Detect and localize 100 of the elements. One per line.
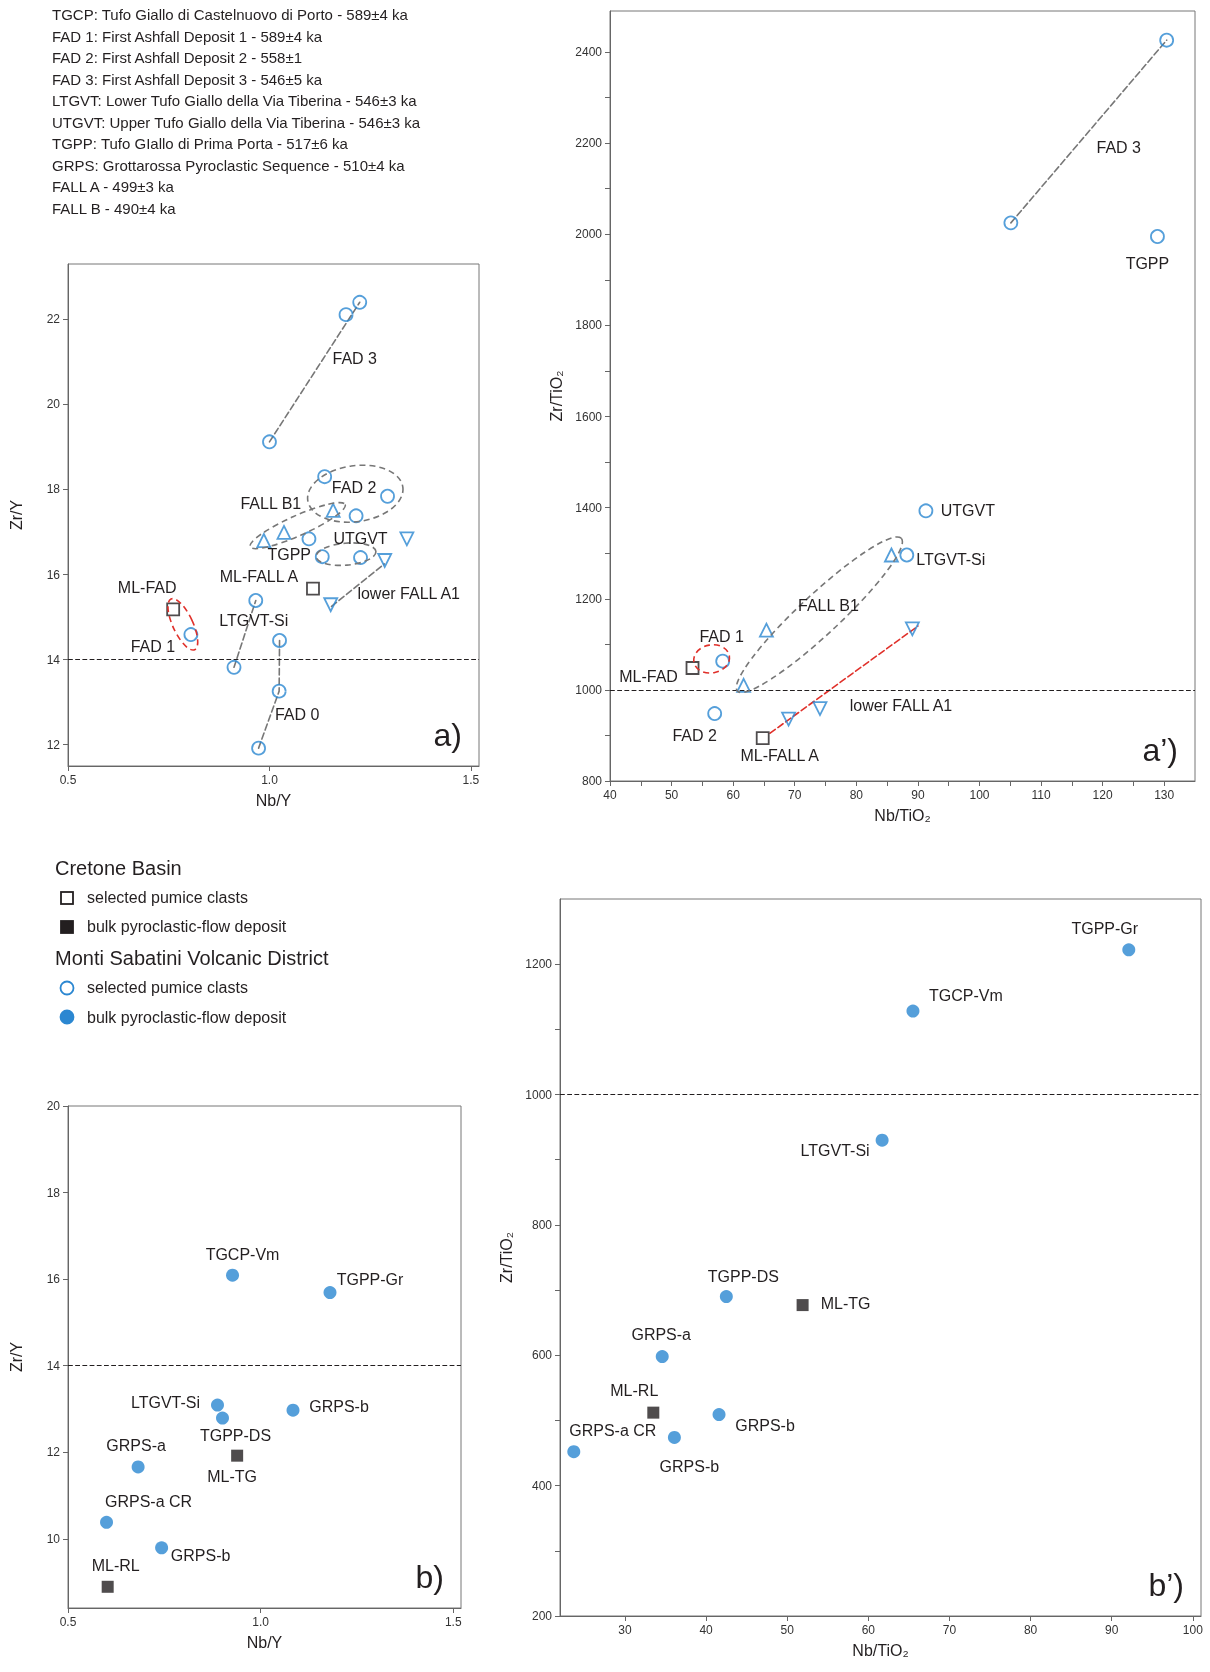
annotation: TGPP-Gr bbox=[336, 1270, 404, 1288]
text: a) bbox=[433, 717, 462, 753]
annotation: LTGVT-Si bbox=[219, 611, 289, 629]
y-axis-title: Zr/Y bbox=[7, 1341, 25, 1373]
annotation: GRPS-a bbox=[106, 1436, 166, 1454]
text: a’) bbox=[1142, 732, 1178, 768]
y-tick-label: 400 bbox=[531, 1478, 553, 1493]
point bbox=[715, 653, 731, 669]
point bbox=[736, 677, 752, 693]
x-tick-label: 100 bbox=[1182, 1623, 1204, 1637]
point bbox=[226, 1268, 240, 1282]
point bbox=[1122, 943, 1136, 957]
point bbox=[667, 1430, 681, 1444]
point bbox=[325, 502, 341, 518]
annotation: GRPS-b bbox=[170, 1546, 231, 1564]
y-tick-label: 12 bbox=[46, 1445, 61, 1460]
annotation: GRPS-b bbox=[309, 1398, 369, 1416]
text: FAD 3: First Ashfall Deposit 3 - 546±5 ka bbox=[52, 69, 323, 90]
annotation: lower FALL A1 bbox=[849, 696, 953, 714]
point bbox=[781, 711, 796, 727]
y-tick-label: 10 bbox=[46, 1531, 61, 1546]
y-tick-label: 1000 bbox=[575, 682, 603, 697]
point bbox=[338, 307, 354, 323]
x-tick-label: 1.0 bbox=[252, 1615, 270, 1629]
y-axis-title: Zr/Y bbox=[7, 499, 25, 531]
x-tick-label: 0.5 bbox=[59, 1615, 77, 1629]
y-tick-label: 200 bbox=[531, 1609, 553, 1623]
point bbox=[262, 434, 277, 450]
point bbox=[904, 621, 920, 637]
point bbox=[380, 488, 395, 504]
point bbox=[567, 1445, 581, 1459]
annotation: FAD 3 bbox=[1096, 138, 1141, 156]
annotation: ML-FALL A bbox=[740, 747, 819, 765]
point bbox=[256, 533, 272, 548]
x-tick-label: 130 bbox=[1154, 788, 1175, 802]
annotation: GRPS-b bbox=[659, 1458, 720, 1476]
point bbox=[655, 1350, 669, 1364]
point bbox=[216, 1411, 229, 1425]
annotation: FAD 2 bbox=[672, 726, 717, 744]
point bbox=[348, 508, 364, 524]
annotation: ML-RL bbox=[91, 1556, 140, 1574]
y-tick-label: 2200 bbox=[575, 136, 603, 151]
annotation: GRPS-a bbox=[631, 1325, 692, 1343]
annotation: FAD 1 bbox=[130, 637, 176, 655]
point bbox=[1003, 215, 1019, 231]
x-tick-label: 110 bbox=[1031, 788, 1051, 802]
y-tick-label: 1600 bbox=[575, 409, 603, 424]
y-tick-label: 20 bbox=[46, 1099, 61, 1113]
point bbox=[899, 547, 915, 563]
annotation: GRPS-a CR bbox=[569, 1421, 657, 1439]
y-tick-label: 1400 bbox=[575, 500, 603, 515]
point bbox=[314, 549, 330, 565]
text: UTGVT: Upper Tufo Giallo della Via Tiberina - 546±3 ka bbox=[52, 112, 421, 133]
point bbox=[131, 1460, 145, 1474]
x-tick-label: 1.5 bbox=[462, 773, 480, 787]
text: FAD 1: First Ashfall Deposit 1 - 589±4 ka bbox=[52, 26, 323, 47]
point bbox=[248, 593, 264, 608]
point bbox=[226, 659, 242, 675]
annotation: UTGVT bbox=[333, 529, 388, 547]
point bbox=[755, 731, 770, 746]
x-tick-label: 0.5 bbox=[59, 773, 77, 787]
y-tick-label: 16 bbox=[46, 567, 61, 582]
annotation: FALL B1 bbox=[240, 494, 302, 512]
x-tick-label: 50 bbox=[780, 1623, 795, 1637]
text: FALL A - 499±3 ka bbox=[52, 177, 175, 197]
x-tick-label: 90 bbox=[911, 788, 925, 802]
x-axis-title: Nb/TiO₂ bbox=[852, 1641, 909, 1659]
point bbox=[251, 740, 266, 756]
point bbox=[647, 1406, 660, 1419]
point bbox=[323, 597, 339, 613]
point bbox=[875, 1133, 889, 1147]
y-tick-label: 1800 bbox=[575, 318, 603, 333]
annotation: ML-FAD bbox=[117, 579, 177, 597]
point bbox=[352, 294, 368, 310]
point bbox=[719, 1290, 733, 1304]
point bbox=[399, 531, 415, 547]
annotation: ML-FALL A bbox=[219, 567, 299, 585]
x-tick-label: 30 bbox=[618, 1623, 632, 1637]
text: b) bbox=[415, 1559, 444, 1595]
y-tick-label: 22 bbox=[46, 312, 61, 327]
point bbox=[712, 1408, 726, 1422]
text: selected pumice clasts bbox=[87, 889, 248, 906]
annotation: FAD 1 bbox=[699, 628, 744, 646]
x-axis-title: Nb/Y bbox=[255, 791, 292, 809]
annotation: FAD 3 bbox=[332, 350, 377, 368]
x-tick-label: 1.5 bbox=[444, 1615, 462, 1629]
point bbox=[166, 602, 181, 617]
y-tick-label: 800 bbox=[531, 1217, 553, 1232]
x-axis-title: Nb/TiO₂ bbox=[874, 806, 931, 824]
point bbox=[323, 1286, 337, 1300]
y-tick-label: 600 bbox=[531, 1348, 553, 1363]
annotation: lower FALL A1 bbox=[357, 584, 460, 602]
point bbox=[685, 661, 700, 675]
text: TGCP: Tufo Giallo di Castelnuovo di Porto - 589±4 ka bbox=[52, 5, 409, 25]
annotation: TGPP-Gr bbox=[1071, 919, 1139, 937]
annotation: TGPP-DS bbox=[707, 1267, 779, 1285]
point bbox=[884, 547, 899, 563]
annotation: TGCP-Vm bbox=[205, 1246, 280, 1264]
text: Cretone Basin bbox=[55, 856, 183, 880]
y-axis-title: Zr/TiO₂ bbox=[497, 1232, 515, 1283]
